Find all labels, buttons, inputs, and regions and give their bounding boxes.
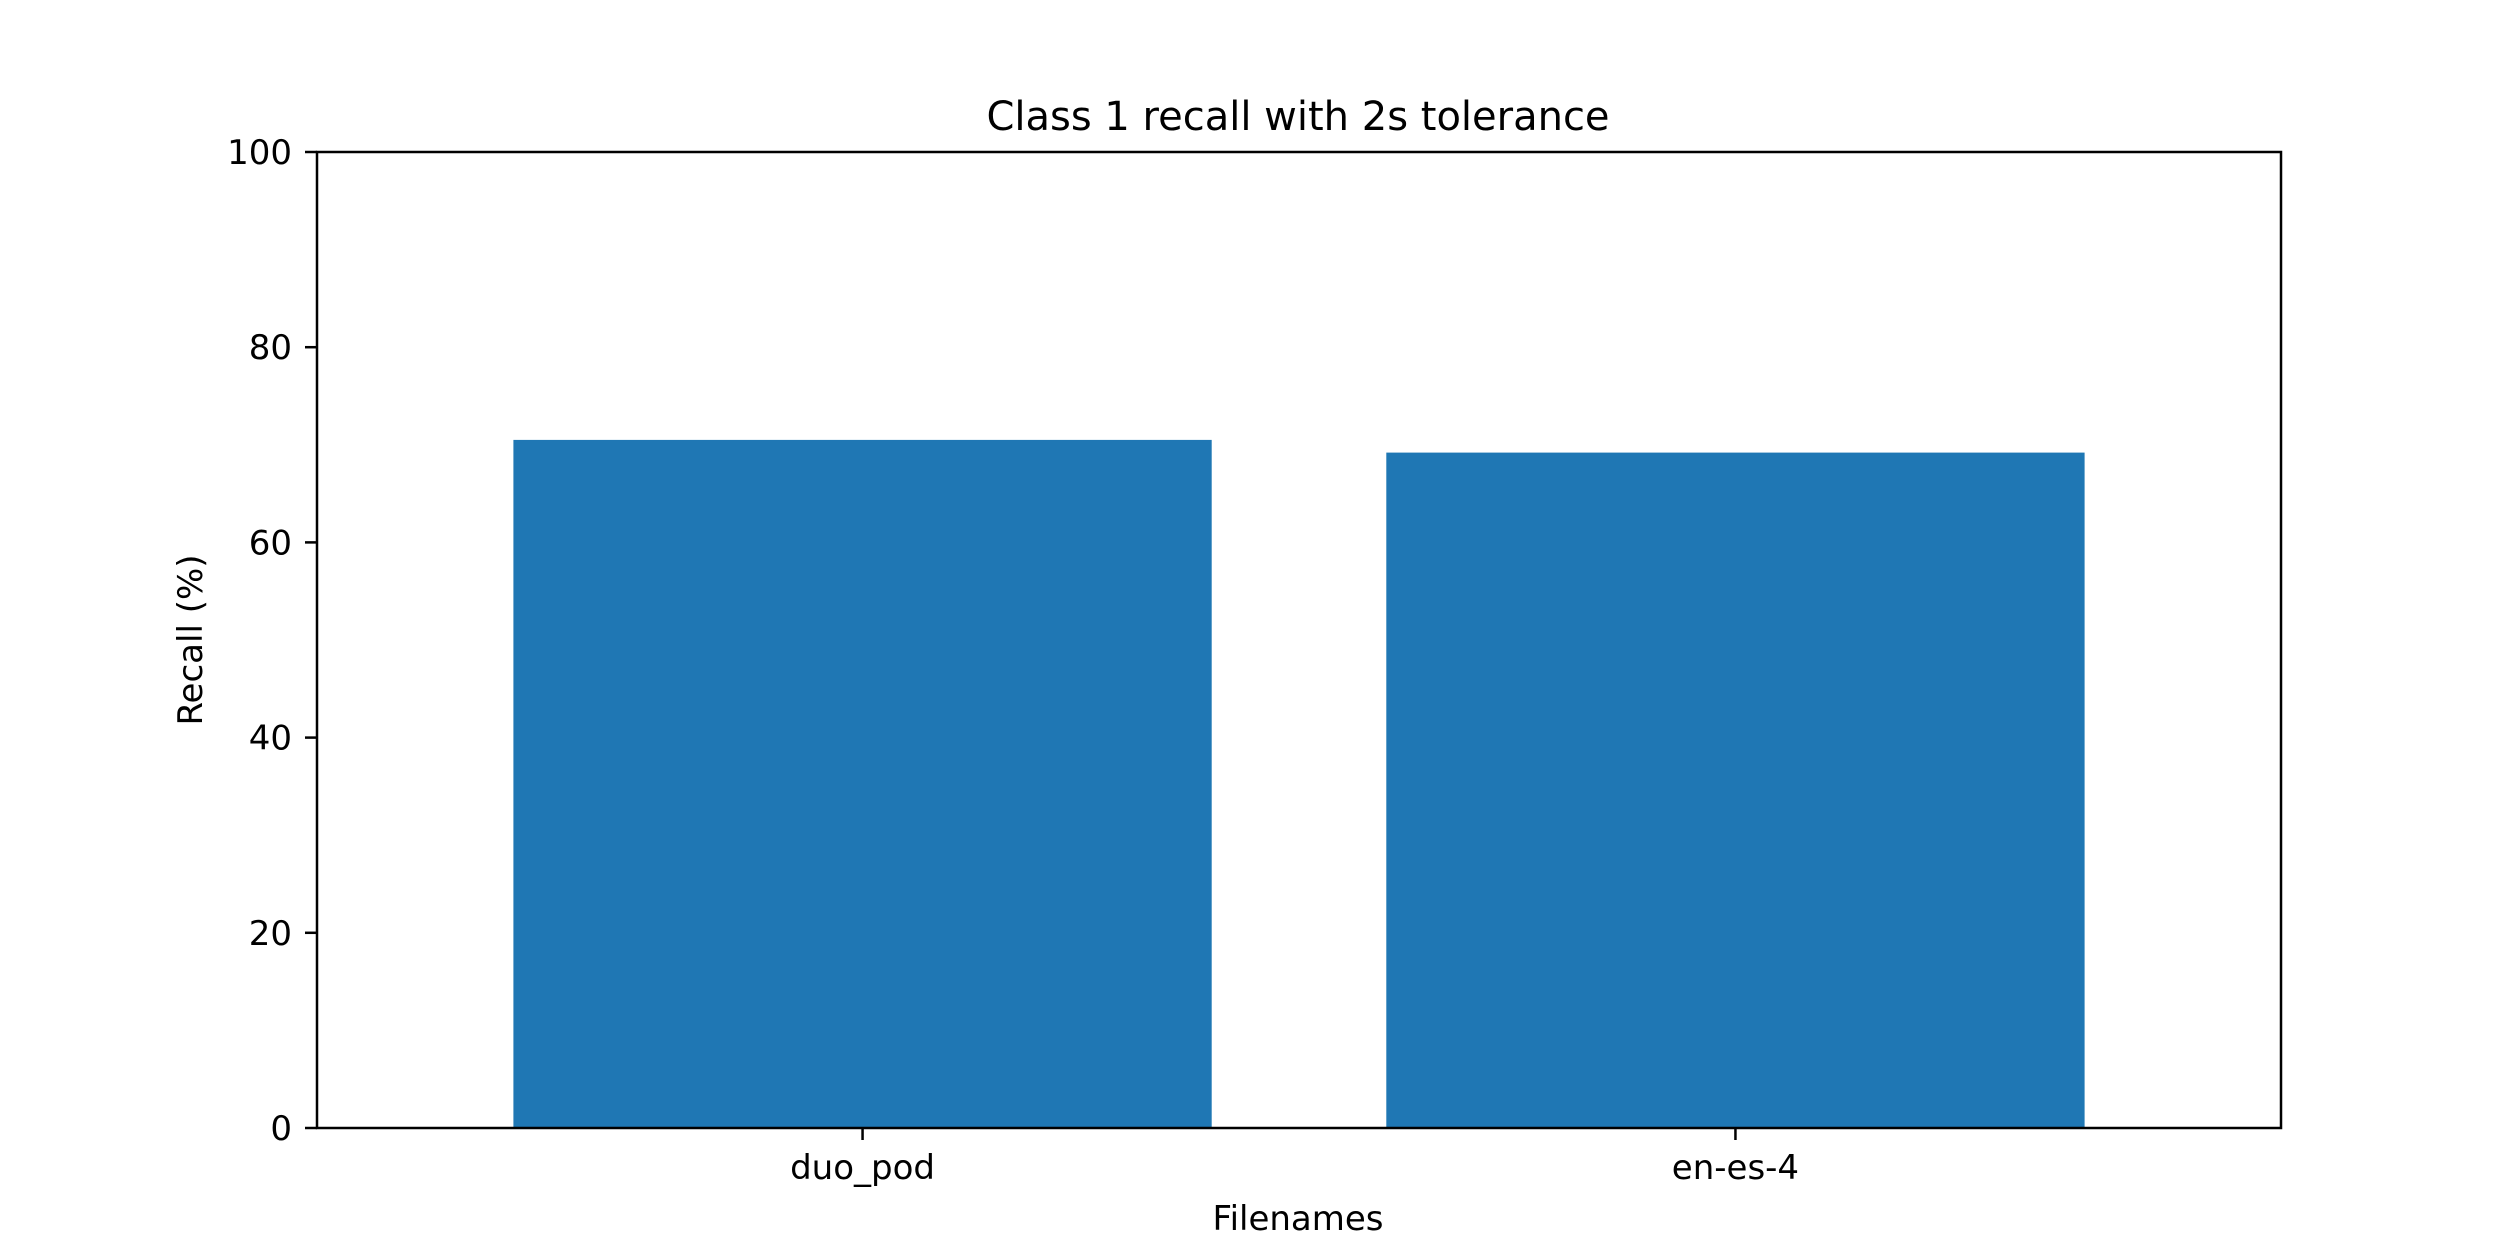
x-axis: duo_pod en-es-4 <box>790 1128 1799 1188</box>
y-axis-label: Recall (%) <box>171 554 211 725</box>
y-tick-label: 80 <box>249 328 292 368</box>
bar-en-es-4 <box>1386 452 2085 1129</box>
y-tick-label: 40 <box>249 719 292 759</box>
x-axis-label: Filenames <box>1212 1199 1383 1239</box>
x-tick-label: duo_pod <box>790 1148 935 1188</box>
x-tick-label: en-es-4 <box>1672 1148 1799 1188</box>
y-tick-label: 20 <box>249 914 292 954</box>
bars-group <box>513 439 2085 1129</box>
y-tick-label: 60 <box>249 523 292 563</box>
y-axis: 0 20 40 60 80 100 <box>227 133 317 1149</box>
plot-frame <box>315 150 2283 1130</box>
y-tick-label: 0 <box>270 1109 292 1149</box>
y-tick-label: 100 <box>227 133 292 173</box>
chart-title: Class 1 recall with 2s tolerance <box>986 94 1609 140</box>
bar-duo_pod <box>513 439 1212 1128</box>
